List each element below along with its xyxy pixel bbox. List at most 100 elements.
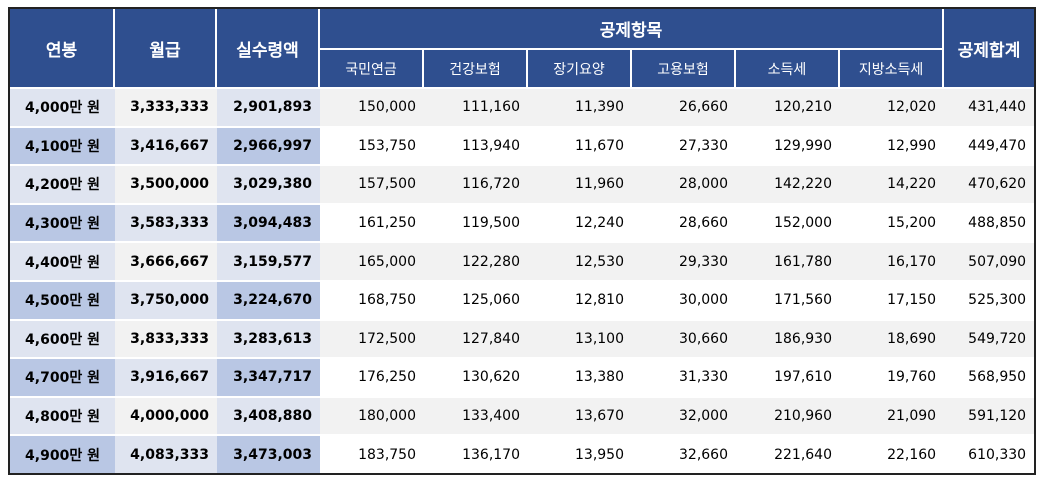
cell-monthly: 3,333,333 xyxy=(115,89,217,128)
cell-health-insurance: 122,280 xyxy=(424,243,528,282)
table-row: 4,800만 원 4,000,000 3,408,880 180,000 133,400… xyxy=(10,397,1035,437)
cell-employment-insurance: 29,330 xyxy=(632,243,736,282)
cell-local-income-tax: 12,020 xyxy=(840,89,945,128)
cell-net-pay: 2,901,893 xyxy=(217,89,320,128)
cell-local-income-tax: 16,170 xyxy=(840,243,945,282)
cell-local-income-tax: 19,760 xyxy=(840,359,945,398)
cell-total-deduction: 449,470 xyxy=(944,127,1035,167)
table-header: 연봉 월급 실수령액 공제항목 공제합계 국민연금 건강보험 장기요양 고용보험… xyxy=(10,9,1035,89)
cell-health-insurance: 116,720 xyxy=(424,166,528,205)
cell-net-pay: 3,029,380 xyxy=(217,166,320,205)
header-row-sub: 국민연금 건강보험 장기요양 고용보험 소득세 지방소득세 xyxy=(10,50,1034,89)
cell-local-income-tax: 14,220 xyxy=(840,166,945,205)
cell-national-pension: 172,500 xyxy=(320,320,424,360)
cell-total-deduction: 431,440 xyxy=(944,89,1035,128)
cell-employment-insurance: 27,330 xyxy=(632,127,736,167)
cell-national-pension: 168,750 xyxy=(320,281,424,321)
cell-salary: 4,300만 원 xyxy=(10,204,115,244)
header-national-pension: 국민연금 xyxy=(320,50,424,89)
cell-long-term-care: 11,960 xyxy=(528,166,632,205)
cell-income-tax: 129,990 xyxy=(736,127,840,167)
table-row: 4,300만 원 3,583,333 3,094,483 161,250 119,500… xyxy=(10,204,1035,244)
header-net-pay: 실수령액 xyxy=(217,9,320,89)
cell-long-term-care: 12,810 xyxy=(528,281,632,321)
header-employment-insurance: 고용보험 xyxy=(632,50,736,89)
cell-salary: 4,800만 원 xyxy=(10,397,115,437)
cell-health-insurance: 119,500 xyxy=(424,204,528,244)
salary-table-container: 연봉 월급 실수령액 공제항목 공제합계 국민연금 건강보험 장기요양 고용보험… xyxy=(8,7,1037,475)
cell-long-term-care: 11,390 xyxy=(528,89,632,128)
cell-income-tax: 171,560 xyxy=(736,281,840,321)
cell-national-pension: 153,750 xyxy=(320,127,424,167)
cell-long-term-care: 12,240 xyxy=(528,204,632,244)
cell-health-insurance: 127,840 xyxy=(424,320,528,360)
cell-health-insurance: 113,940 xyxy=(424,127,528,167)
cell-net-pay: 3,347,717 xyxy=(217,359,320,398)
cell-health-insurance: 130,620 xyxy=(424,359,528,398)
cell-monthly: 3,500,000 xyxy=(115,166,217,205)
cell-long-term-care: 13,380 xyxy=(528,359,632,398)
cell-national-pension: 180,000 xyxy=(320,397,424,437)
cell-national-pension: 176,250 xyxy=(320,359,424,398)
cell-income-tax: 120,210 xyxy=(736,89,840,128)
cell-total-deduction: 525,300 xyxy=(944,281,1035,321)
cell-net-pay: 3,224,670 xyxy=(217,281,320,321)
cell-salary: 4,700만 원 xyxy=(10,359,115,398)
cell-employment-insurance: 28,660 xyxy=(632,204,736,244)
cell-local-income-tax: 17,150 xyxy=(840,281,945,321)
table-body: 4,000만 원 3,333,333 2,901,893 150,000 111,160… xyxy=(10,89,1035,473)
cell-long-term-care: 13,100 xyxy=(528,320,632,360)
cell-health-insurance: 133,400 xyxy=(424,397,528,437)
cell-income-tax: 197,610 xyxy=(736,359,840,398)
cell-net-pay: 2,966,997 xyxy=(217,127,320,167)
cell-employment-insurance: 30,660 xyxy=(632,320,736,360)
cell-income-tax: 152,000 xyxy=(736,204,840,244)
cell-monthly: 3,666,667 xyxy=(115,243,217,282)
header-deductions-group: 공제항목 xyxy=(320,9,945,50)
cell-local-income-tax: 18,690 xyxy=(840,320,945,360)
header-total-deduction: 공제합계 xyxy=(944,9,1035,89)
cell-employment-insurance: 30,000 xyxy=(632,281,736,321)
cell-salary: 4,000만 원 xyxy=(10,89,115,128)
salary-deduction-table: 연봉 월급 실수령액 공제항목 공제합계 국민연금 건강보험 장기요양 고용보험… xyxy=(8,7,1037,475)
cell-local-income-tax: 22,160 xyxy=(840,436,945,473)
cell-national-pension: 183,750 xyxy=(320,436,424,473)
cell-total-deduction: 507,090 xyxy=(944,243,1035,282)
cell-monthly: 3,416,667 xyxy=(115,127,217,167)
cell-salary: 4,600만 원 xyxy=(10,320,115,360)
cell-net-pay: 3,408,880 xyxy=(217,397,320,437)
cell-salary: 4,400만 원 xyxy=(10,243,115,282)
cell-monthly: 4,000,000 xyxy=(115,397,217,437)
cell-total-deduction: 549,720 xyxy=(944,320,1035,360)
table-row: 4,600만 원 3,833,333 3,283,613 172,500 127,840… xyxy=(10,320,1035,360)
cell-monthly: 3,916,667 xyxy=(115,359,217,398)
cell-salary: 4,100만 원 xyxy=(10,127,115,167)
cell-local-income-tax: 21,090 xyxy=(840,397,945,437)
cell-income-tax: 210,960 xyxy=(736,397,840,437)
cell-total-deduction: 568,950 xyxy=(944,359,1035,398)
cell-total-deduction: 610,330 xyxy=(944,436,1035,473)
header-local-income-tax: 지방소득세 xyxy=(840,50,945,89)
cell-national-pension: 161,250 xyxy=(320,204,424,244)
cell-national-pension: 150,000 xyxy=(320,89,424,128)
table-row: 4,200만 원 3,500,000 3,029,380 157,500 116,720… xyxy=(10,166,1035,205)
cell-net-pay: 3,094,483 xyxy=(217,204,320,244)
cell-long-term-care: 13,670 xyxy=(528,397,632,437)
cell-health-insurance: 111,160 xyxy=(424,89,528,128)
cell-monthly: 3,833,333 xyxy=(115,320,217,360)
cell-long-term-care: 11,670 xyxy=(528,127,632,167)
cell-net-pay: 3,473,003 xyxy=(217,436,320,473)
cell-national-pension: 165,000 xyxy=(320,243,424,282)
cell-employment-insurance: 32,000 xyxy=(632,397,736,437)
table-row: 4,400만 원 3,666,667 3,159,577 165,000 122,280… xyxy=(10,243,1035,282)
cell-monthly: 4,083,333 xyxy=(115,436,217,473)
cell-employment-insurance: 26,660 xyxy=(632,89,736,128)
cell-monthly: 3,583,333 xyxy=(115,204,217,244)
header-monthly: 월급 xyxy=(115,9,217,89)
cell-total-deduction: 591,120 xyxy=(944,397,1035,437)
cell-net-pay: 3,283,613 xyxy=(217,320,320,360)
cell-employment-insurance: 31,330 xyxy=(632,359,736,398)
header-income-tax: 소득세 xyxy=(736,50,840,89)
cell-health-insurance: 125,060 xyxy=(424,281,528,321)
cell-local-income-tax: 15,200 xyxy=(840,204,945,244)
